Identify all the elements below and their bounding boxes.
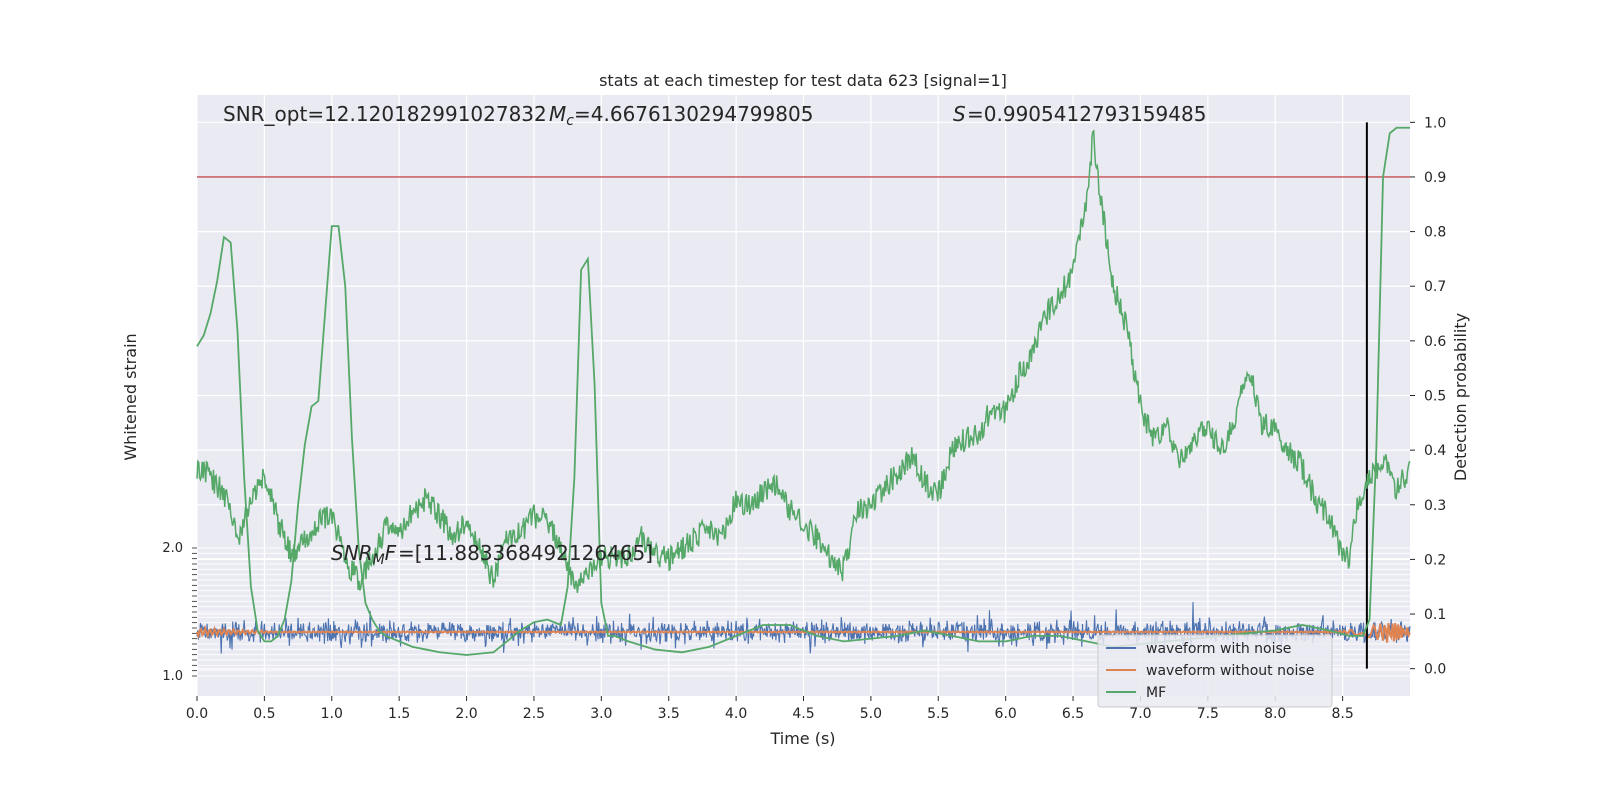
x-tick-label: 0.0 [186, 706, 208, 722]
left-axis-label: Whitened strain [121, 333, 140, 460]
s-annotation: =0.9905412793159485 [967, 102, 1206, 126]
x-tick-label: 8.0 [1264, 706, 1286, 722]
right-tick-label: 0.4 [1424, 443, 1446, 459]
x-tick-label: 8.5 [1331, 706, 1353, 722]
right-axis-ticks: 0.0 0.1 0.2 0.3 0.4 0.5 0.6 0.7 0.8 0.9 1.0 [1410, 115, 1446, 678]
legend-label-mf: MF [1146, 685, 1166, 701]
chart-title: stats at each timestep for test data 623… [599, 71, 1007, 90]
right-tick-label: 0.6 [1424, 334, 1446, 350]
legend-box [1097, 634, 1333, 708]
x-axis-label: Time (s) [769, 729, 835, 748]
right-axis-label: Detection probability [1451, 313, 1470, 481]
right-tick-label: 0.8 [1424, 225, 1446, 241]
right-tick-label: 0.7 [1424, 279, 1446, 295]
right-tick-label: 0.1 [1424, 607, 1446, 623]
left-tick-label-bottom: 1.0 [162, 669, 183, 684]
legend-label-noise: waveform with noise [1146, 641, 1291, 657]
right-tick-label: 0.5 [1424, 389, 1446, 405]
right-tick-label: 0.3 [1424, 498, 1446, 514]
snr-mf-annotation-symbol: SNRMF [331, 541, 397, 568]
x-tick-label: 2.0 [455, 706, 477, 722]
s-annotation-symbol: S [953, 102, 966, 126]
x-tick-label: 4.5 [792, 706, 814, 722]
left-tick-label-top: 2.0 [162, 541, 183, 556]
x-tick-label: 3.5 [658, 706, 680, 722]
legend: waveform with noise waveform without noi… [1097, 634, 1333, 708]
series-detection-probability [196, 129, 1411, 594]
right-tick-label: 0.2 [1424, 552, 1446, 568]
x-tick-label: 7.0 [1129, 706, 1151, 722]
right-tick-label: 0.0 [1424, 662, 1446, 678]
x-tick-label: 5.0 [860, 706, 882, 722]
left-axis-ticks: 2.0 1.0 [162, 541, 197, 684]
mc-annotation: =4.6676130294799805 [574, 102, 813, 126]
x-axis-ticks: 0.0 0.5 1.0 1.5 2.0 2.5 3.0 3.5 4.0 4.5 5.0 5.5 6.0 6… [186, 696, 1354, 722]
x-tick-label: 6.0 [995, 706, 1017, 722]
x-tick-label: 3.0 [590, 706, 612, 722]
right-tick-label: 0.9 [1424, 170, 1446, 186]
snr-mf-annotation: =[11.883368492126465] [398, 541, 653, 565]
legend-label-clean: waveform without noise [1146, 663, 1314, 679]
x-tick-label: 5.5 [927, 706, 949, 722]
series-waveform-without-noise [196, 622, 1411, 643]
snr-opt-annotation: SNR_opt=12.120182991027832 [223, 102, 547, 126]
x-tick-label: 0.5 [253, 706, 275, 722]
right-tick-label: 1.0 [1424, 115, 1446, 131]
x-tick-label: 1.0 [321, 706, 343, 722]
x-tick-label: 6.5 [1062, 706, 1084, 722]
x-tick-label: 4.0 [725, 706, 747, 722]
x-tick-label: 7.5 [1197, 706, 1219, 722]
x-tick-label: 2.5 [523, 706, 545, 722]
x-tick-label: 1.5 [388, 706, 410, 722]
